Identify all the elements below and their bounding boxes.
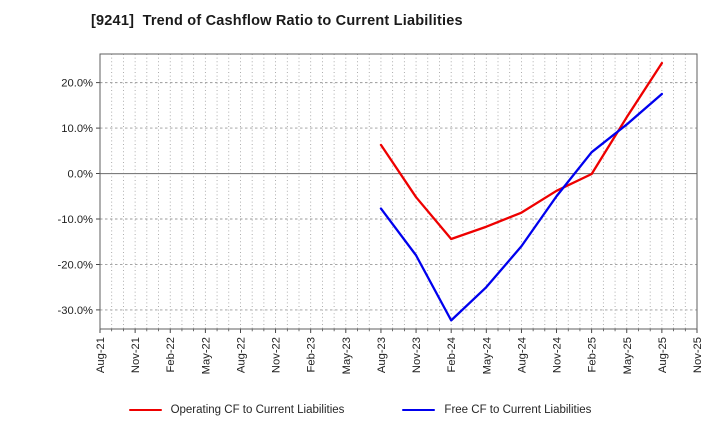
legend-item-free: Free CF to Current Liabilities bbox=[402, 404, 591, 416]
page-title: [9241] Trend of Cashflow Ratio to Curren… bbox=[91, 13, 463, 29]
series-line-free-cf bbox=[379, 92, 664, 322]
x-tick-label: Nov-25 bbox=[692, 337, 704, 373]
x-tick-label: Aug-21 bbox=[95, 337, 107, 373]
legend-label-operating: Operating CF to Current Liabilities bbox=[170, 404, 345, 416]
x-tick-label: May-25 bbox=[622, 337, 634, 374]
x-tick-label: Nov-24 bbox=[552, 337, 564, 373]
x-tick-label: Feb-25 bbox=[587, 337, 599, 372]
x-tick-label: Feb-22 bbox=[165, 337, 177, 372]
x-tick-label: Feb-23 bbox=[306, 337, 318, 372]
y-tick-label: -10.0% bbox=[58, 214, 93, 226]
x-tick-label: Aug-24 bbox=[516, 337, 528, 373]
legend: Operating CF to Current Liabilities Free… bbox=[0, 404, 720, 416]
series-line-operating-cf bbox=[379, 61, 664, 241]
y-tick-label: 0.0% bbox=[68, 169, 94, 181]
y-tick-label: 20.0% bbox=[61, 78, 93, 90]
x-tick-label: Aug-22 bbox=[235, 337, 247, 373]
y-tick-label: -30.0% bbox=[58, 305, 93, 317]
x-tick-label: Feb-24 bbox=[446, 337, 458, 372]
plot-border bbox=[99, 53, 698, 330]
y-tick-label: -20.0% bbox=[58, 259, 93, 271]
x-tick-label: May-23 bbox=[341, 337, 353, 374]
y-tick-label: 10.0% bbox=[61, 123, 93, 135]
x-tick-label: Nov-23 bbox=[411, 337, 423, 373]
x-tick-label: Nov-21 bbox=[130, 337, 142, 373]
x-tick-label: May-22 bbox=[200, 337, 212, 374]
legend-item-operating: Operating CF to Current Liabilities bbox=[128, 404, 345, 416]
legend-line-swatch-operating bbox=[128, 408, 162, 412]
legend-line-swatch-free bbox=[402, 408, 436, 412]
x-tick-label: Nov-22 bbox=[271, 337, 283, 373]
legend-label-free: Free CF to Current Liabilities bbox=[444, 404, 592, 416]
x-tick-label: May-24 bbox=[481, 337, 493, 374]
x-tick-label: Aug-23 bbox=[376, 337, 388, 373]
x-tick-label: Aug-25 bbox=[657, 337, 669, 373]
